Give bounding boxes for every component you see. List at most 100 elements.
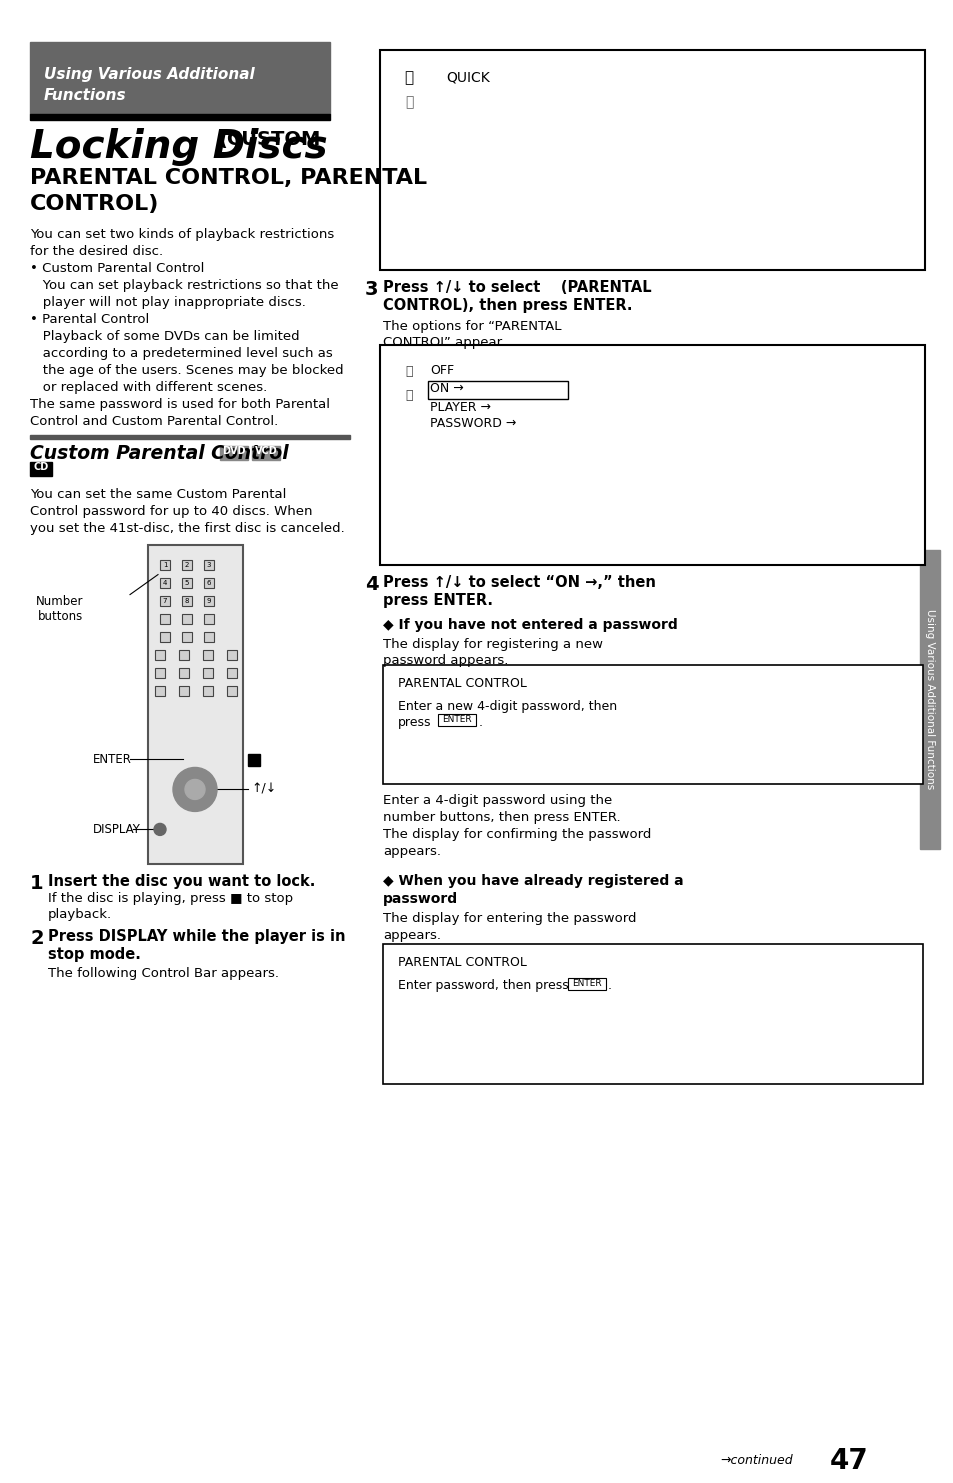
Text: password appears.: password appears. xyxy=(382,654,508,666)
Text: The options for “PARENTAL: The options for “PARENTAL xyxy=(382,320,561,332)
Bar xyxy=(252,446,280,460)
Bar xyxy=(227,667,236,678)
Bar xyxy=(442,1019,471,1040)
Text: Functions: Functions xyxy=(44,87,127,102)
Bar xyxy=(502,1019,531,1040)
Bar xyxy=(248,755,260,767)
Text: The display for confirming the password: The display for confirming the password xyxy=(382,829,651,841)
Bar xyxy=(203,667,213,678)
Text: Number
buttons: Number buttons xyxy=(35,595,83,623)
Bar xyxy=(30,435,350,439)
Text: you set the 41st-disc, the first disc is canceled.: you set the 41st-disc, the first disc is… xyxy=(30,522,344,535)
Text: ◆ When you have already registered a: ◆ When you have already registered a xyxy=(382,875,683,888)
Text: The display for registering a new: The display for registering a new xyxy=(382,638,602,651)
Text: 3: 3 xyxy=(365,280,378,298)
Text: player will not play inappropriate discs.: player will not play inappropriate discs… xyxy=(30,295,306,308)
Bar xyxy=(382,945,923,1084)
Bar xyxy=(204,614,213,623)
Bar xyxy=(160,632,170,642)
Text: PARENTAL CONTROL: PARENTAL CONTROL xyxy=(397,957,526,970)
Text: OFF: OFF xyxy=(430,363,454,377)
Bar xyxy=(395,363,422,384)
Bar xyxy=(30,42,330,114)
Text: Locking Discs: Locking Discs xyxy=(30,128,327,166)
Text: Using Various Additional: Using Various Additional xyxy=(44,67,254,82)
Bar xyxy=(182,559,192,569)
Text: number buttons, then press ENTER.: number buttons, then press ENTER. xyxy=(382,811,620,825)
Text: CONTROL): CONTROL) xyxy=(30,194,159,214)
Text: playback.: playback. xyxy=(48,909,112,921)
Text: 2: 2 xyxy=(185,562,189,568)
Bar xyxy=(154,667,165,678)
Text: press ENTER.: press ENTER. xyxy=(382,593,493,608)
Bar xyxy=(204,632,213,642)
Text: 5: 5 xyxy=(185,580,189,586)
Bar xyxy=(30,461,52,476)
Bar xyxy=(442,744,471,764)
Text: Press ↑/↓ to select “ON →,” then: Press ↑/↓ to select “ON →,” then xyxy=(382,574,656,590)
Text: 🔒: 🔒 xyxy=(404,70,414,85)
Text: Press DISPLAY while the player is in: Press DISPLAY while the player is in xyxy=(48,930,345,945)
Text: Control password for up to 40 discs. When: Control password for up to 40 discs. Whe… xyxy=(30,504,313,518)
Bar xyxy=(179,685,189,696)
Bar xyxy=(428,363,547,381)
Text: 3: 3 xyxy=(207,562,211,568)
Bar xyxy=(428,70,507,90)
Text: DISPLAY: DISPLAY xyxy=(92,823,141,836)
Bar xyxy=(182,577,192,587)
Text: CONTROL” appear.: CONTROL” appear. xyxy=(382,335,504,349)
Text: Enter a 4-digit password using the: Enter a 4-digit password using the xyxy=(382,795,612,807)
Bar xyxy=(622,744,650,764)
Text: CD: CD xyxy=(33,461,49,472)
Bar xyxy=(160,577,170,587)
Text: QUICK: QUICK xyxy=(446,71,489,85)
Text: VCD: VCD xyxy=(254,446,277,455)
Text: password: password xyxy=(382,893,457,906)
Text: ENTER: ENTER xyxy=(572,979,601,988)
Bar xyxy=(182,596,192,605)
Text: You can set two kinds of playback restrictions: You can set two kinds of playback restri… xyxy=(30,228,334,240)
Circle shape xyxy=(172,768,216,811)
Bar xyxy=(562,1019,590,1040)
Text: stop mode.: stop mode. xyxy=(48,948,141,962)
Bar xyxy=(182,614,192,623)
Text: The following Control Bar appears.: The following Control Bar appears. xyxy=(48,967,278,980)
Text: • Custom Parental Control: • Custom Parental Control xyxy=(30,262,204,274)
Bar xyxy=(204,577,213,587)
Bar xyxy=(160,559,170,569)
Bar xyxy=(220,446,248,460)
Text: PARENTAL CONTROL: PARENTAL CONTROL xyxy=(397,676,526,690)
Bar xyxy=(227,650,236,660)
Text: 1: 1 xyxy=(30,875,44,893)
Text: according to a predetermined level such as: according to a predetermined level such … xyxy=(30,347,333,360)
Bar xyxy=(204,596,213,605)
Text: 8: 8 xyxy=(185,598,189,604)
Text: You can set the same Custom Parental: You can set the same Custom Parental xyxy=(30,488,286,501)
Text: • Parental Control: • Parental Control xyxy=(30,313,149,326)
Bar xyxy=(428,381,567,399)
Bar xyxy=(160,596,170,605)
Text: appears.: appears. xyxy=(382,930,440,942)
Text: DVD: DVD xyxy=(222,446,246,455)
Bar xyxy=(179,667,189,678)
Text: 4: 4 xyxy=(365,574,378,593)
Text: .: . xyxy=(607,979,612,992)
Bar xyxy=(437,715,476,727)
Text: 4: 4 xyxy=(163,580,167,586)
Text: 7: 7 xyxy=(163,598,167,604)
Bar xyxy=(379,344,924,565)
Text: 9: 9 xyxy=(207,598,211,604)
Bar xyxy=(395,70,422,95)
Text: PASSWORD →: PASSWORD → xyxy=(430,417,516,430)
Bar xyxy=(395,387,422,409)
Text: 47: 47 xyxy=(829,1447,868,1476)
Text: Enter password, then press: Enter password, then press xyxy=(397,979,568,992)
Bar xyxy=(379,50,924,270)
Bar xyxy=(502,744,531,764)
Text: (CUSTOM: (CUSTOM xyxy=(218,131,320,148)
Bar xyxy=(227,685,236,696)
Circle shape xyxy=(153,823,166,835)
Bar xyxy=(179,650,189,660)
Text: 2: 2 xyxy=(30,930,44,948)
Text: ↑/↓: ↑/↓ xyxy=(251,783,276,796)
